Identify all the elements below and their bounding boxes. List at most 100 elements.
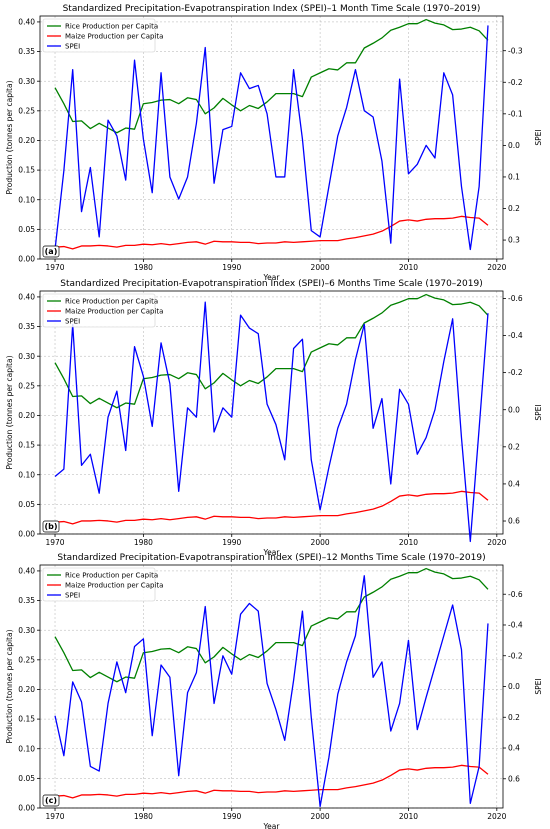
y2-tick-label: -0.6: [508, 294, 523, 303]
x-tick-label: 2000: [311, 538, 330, 547]
x-tick-label: 1970: [45, 263, 64, 272]
y2-tick-label: 0.6: [508, 517, 520, 526]
y-tick-label: 0.10: [18, 744, 35, 753]
panel-tag-box: [42, 245, 60, 258]
y-tick-label: 0.05: [18, 774, 35, 783]
y2-tick-label: 0.0: [508, 682, 520, 691]
panel-tag: (b): [44, 522, 57, 531]
x-axis-title: Year: [263, 548, 281, 557]
x-axis-title: Year: [263, 822, 281, 829]
y2-axis-title: SPEI: [534, 129, 543, 145]
y2-tick-label: -0.3: [508, 46, 523, 55]
y-tick-label: 0.15: [18, 166, 35, 175]
y-axis-title: Production (tonnes per capita): [5, 355, 14, 469]
legend-label: Maize Production per Capita: [65, 308, 163, 316]
panel-tag-box: [42, 794, 60, 807]
plot-frame: [39, 290, 504, 535]
y-tick-label: 0.40: [18, 567, 35, 576]
y-tick-label: 0.25: [18, 655, 35, 664]
chart-panel-1: Standardized Precipitation-Evapotranspir…: [5, 4, 543, 282]
y2-axis-title: SPEI: [534, 678, 543, 694]
y-axis-title: Production (tonnes per capita): [5, 80, 14, 194]
y-tick-label: 0.40: [18, 18, 35, 27]
legend-label: SPEI: [65, 43, 80, 51]
y2-tick-label: 0.4: [508, 480, 520, 489]
plot-frame: [39, 564, 504, 809]
panel-tag: (c): [45, 796, 57, 805]
x-tick-label: 1990: [222, 812, 241, 821]
y-tick-label: 0.10: [18, 195, 35, 204]
y-tick-label: 0.20: [18, 136, 35, 145]
x-tick-label: 1980: [134, 538, 153, 547]
plot-frame: [39, 15, 504, 260]
y-tick-label: 0.30: [18, 626, 35, 635]
y-tick-label: 0.20: [18, 411, 35, 420]
y-tick-label: 0.35: [18, 322, 35, 331]
legend-label: SPEI: [65, 318, 80, 326]
y-tick-label: 0.20: [18, 685, 35, 694]
chart-panel-3: Standardized Precipitation-Evapotranspir…: [5, 553, 543, 829]
x-tick-label: 1990: [222, 263, 241, 272]
legend-label: Rice Production per Capita: [65, 298, 158, 306]
legend-label: Maize Production per Capita: [65, 582, 163, 590]
y-tick-label: 0.00: [18, 530, 35, 539]
y2-tick-label: 0.3: [508, 236, 520, 245]
y2-tick-label: 0.6: [508, 774, 520, 783]
y2-tick-label: -0.4: [508, 621, 523, 630]
y-tick-label: 0.40: [18, 293, 35, 302]
y2-tick-label: 0.2: [508, 713, 520, 722]
y2-tick-label: -0.1: [508, 109, 523, 118]
y2-tick-label: -0.2: [508, 368, 523, 377]
rice-series-line: [54, 18, 489, 134]
x-tick-label: 2010: [399, 263, 418, 272]
x-tick-label: 2020: [487, 263, 506, 272]
spei-series-line: [54, 25, 489, 251]
spei-series-line: [54, 575, 489, 808]
maize-series-line: [54, 215, 489, 250]
y-tick-label: 0.00: [18, 804, 35, 813]
y-tick-label: 0.25: [18, 106, 35, 115]
y2-tick-label: -0.6: [508, 590, 523, 599]
spei-series-line: [54, 301, 489, 543]
legend-label: Rice Production per Capita: [65, 572, 158, 580]
y-tick-label: 0.15: [18, 441, 35, 450]
x-tick-label: 1980: [134, 812, 153, 821]
x-tick-label: 2020: [487, 812, 506, 821]
y-tick-label: 0.10: [18, 470, 35, 479]
panel-tag: (a): [45, 247, 58, 256]
maize-series-line: [54, 490, 489, 525]
chart-panel-2: Standardized Precipitation-Evapotranspir…: [5, 279, 543, 557]
x-tick-label: 2010: [399, 538, 418, 547]
x-tick-label: 2000: [311, 263, 330, 272]
y-tick-label: 0.05: [18, 225, 35, 234]
x-tick-label: 1990: [222, 538, 241, 547]
legend-box: [42, 18, 156, 53]
chart-title: Standardized Precipitation-Evapotranspir…: [57, 553, 485, 563]
legend: Rice Production per Capita Maize Producti…: [42, 293, 163, 328]
maize-series-line: [54, 764, 489, 799]
y-tick-label: 0.30: [18, 77, 35, 86]
panel-tag-box: [42, 520, 60, 533]
y2-tick-label: -0.2: [508, 651, 523, 660]
y-tick-label: 0.00: [18, 255, 35, 264]
y-tick-label: 0.15: [18, 715, 35, 724]
chart-title: Standardized Precipitation-Evapotranspir…: [60, 279, 482, 289]
rice-series-line: [54, 567, 489, 683]
y-tick-label: 0.25: [18, 381, 35, 390]
y-tick-label: 0.35: [18, 596, 35, 605]
legend-label: Rice Production per Capita: [65, 23, 158, 31]
y2-tick-label: 0.0: [508, 141, 520, 150]
x-tick-label: 1970: [45, 812, 64, 821]
x-tick-label: 2020: [487, 538, 506, 547]
x-tick-label: 1980: [134, 263, 153, 272]
y2-tick-label: 0.2: [508, 204, 520, 213]
x-tick-label: 1970: [45, 538, 64, 547]
y2-tick-label: -0.2: [508, 78, 523, 87]
legend-label: SPEI: [65, 592, 80, 600]
x-tick-label: 2000: [311, 812, 330, 821]
x-axis-title: Year: [263, 273, 281, 282]
y-tick-label: 0.05: [18, 500, 35, 509]
legend: Rice Production per Capita Maize Producti…: [42, 18, 163, 53]
chart-title: Standardized Precipitation-Evapotranspir…: [63, 4, 481, 14]
